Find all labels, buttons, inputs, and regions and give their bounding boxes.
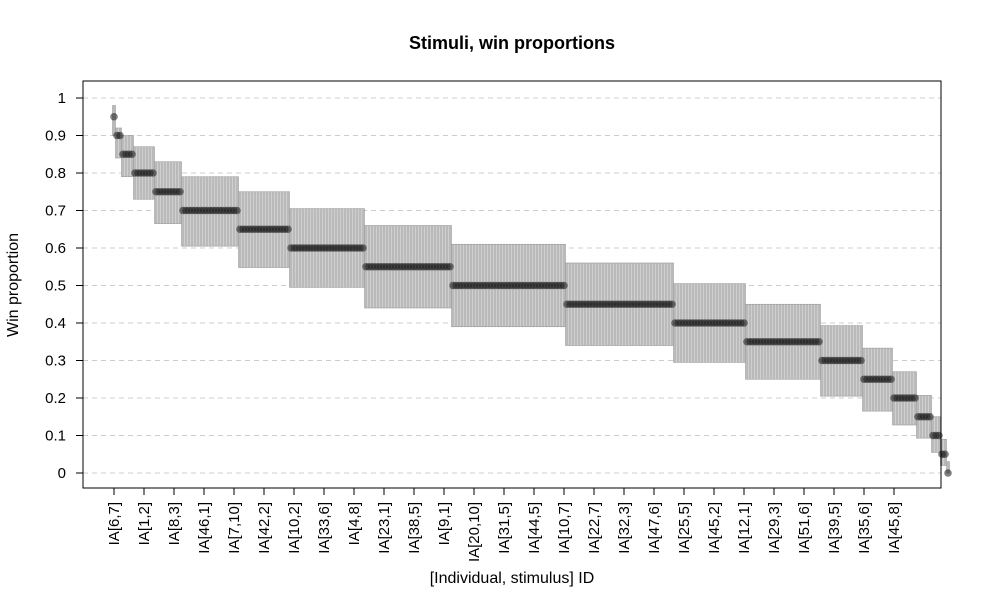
data-point xyxy=(926,412,934,421)
x-tick-label: IA[47,6] xyxy=(646,502,663,554)
y-tick-label: 0.7 xyxy=(45,203,66,220)
data-point xyxy=(935,431,943,440)
x-tick-label: IA[20,10] xyxy=(466,502,483,562)
data-point xyxy=(668,300,676,309)
x-tick-label: IA[23,1] xyxy=(376,502,393,554)
data-point xyxy=(887,375,895,384)
x-axis-label: [Individual, stimulus] ID xyxy=(430,570,595,587)
x-tick-label: IA[9,1] xyxy=(436,502,453,545)
y-tick-label: 0.4 xyxy=(45,315,66,332)
y-tick-label: 1 xyxy=(58,90,66,107)
data-point xyxy=(560,281,568,290)
y-tick-label: 0.6 xyxy=(45,240,66,257)
data-point xyxy=(128,150,136,159)
x-tick-label: IA[10,7] xyxy=(556,502,573,554)
y-tick-label: 0.9 xyxy=(45,128,66,145)
data-point xyxy=(149,169,157,177)
data-point xyxy=(284,225,292,234)
y-tick-label: 0 xyxy=(58,465,66,482)
chart-title: Stimuli, win proportions xyxy=(409,33,615,53)
x-tick-label: IA[45,8] xyxy=(886,502,903,554)
x-tick-label: IA[29,3] xyxy=(766,502,783,554)
x-tick-label: IA[31,5] xyxy=(496,502,513,554)
x-tick-label: IA[45,2] xyxy=(706,502,723,554)
data-point xyxy=(176,187,184,196)
x-tick-label: IA[22,7] xyxy=(586,502,603,554)
x-tick-label: IA[38,5] xyxy=(406,502,423,554)
x-tick-label: IA[12,1] xyxy=(736,502,753,554)
x-tick-label: IA[42,2] xyxy=(256,502,273,554)
x-tick-label: IA[1,2] xyxy=(136,502,153,545)
data-point xyxy=(941,450,949,459)
x-tick-label: IA[44,5] xyxy=(526,502,543,554)
data-point xyxy=(740,319,748,327)
x-tick-label: IA[33,6] xyxy=(316,502,333,554)
x-tick-label: IA[39,5] xyxy=(826,502,843,554)
data-point xyxy=(446,262,454,271)
y-tick-label: 0.1 xyxy=(45,428,66,445)
y-tick-label: 0.5 xyxy=(45,278,66,295)
x-tick-label: IA[10,2] xyxy=(286,502,303,554)
data-point xyxy=(815,337,823,346)
data-points xyxy=(110,112,952,477)
data-point xyxy=(944,469,952,477)
data-point xyxy=(359,244,367,252)
y-tick-label: 0.8 xyxy=(45,165,66,182)
y-tick-label: 0.2 xyxy=(45,390,66,407)
data-point xyxy=(857,356,865,365)
y-tick-label: 0.3 xyxy=(45,353,66,370)
y-axis: 0 0.1 0.2 0.3 0.4 0.5 0.6 0.7 0.8 0.9 1 xyxy=(45,90,84,482)
x-tick-label: IA[46,1] xyxy=(196,502,213,554)
x-tick-label: IA[32,3] xyxy=(616,502,633,554)
x-tick-label: IA[25,5] xyxy=(676,502,693,554)
x-tick-label: IA[51,6] xyxy=(796,502,813,554)
y-axis-label: Win proportion xyxy=(5,233,22,337)
x-tick-label: IA[7,10] xyxy=(226,502,243,554)
x-tick-label: IA[8,3] xyxy=(166,502,183,545)
data-point xyxy=(233,206,241,215)
data-point xyxy=(116,131,124,140)
data-point xyxy=(110,112,118,121)
x-tick-label: IA[4,8] xyxy=(346,502,363,545)
x-tick-label: IA[35,6] xyxy=(856,502,873,554)
x-axis: IA[6,7] IA[1,2] IA[8,3] IA[46,1] IA[7,10] IA[… xyxy=(106,487,903,562)
data-point xyxy=(911,394,919,402)
x-tick-label: IA[6,7] xyxy=(106,502,123,545)
